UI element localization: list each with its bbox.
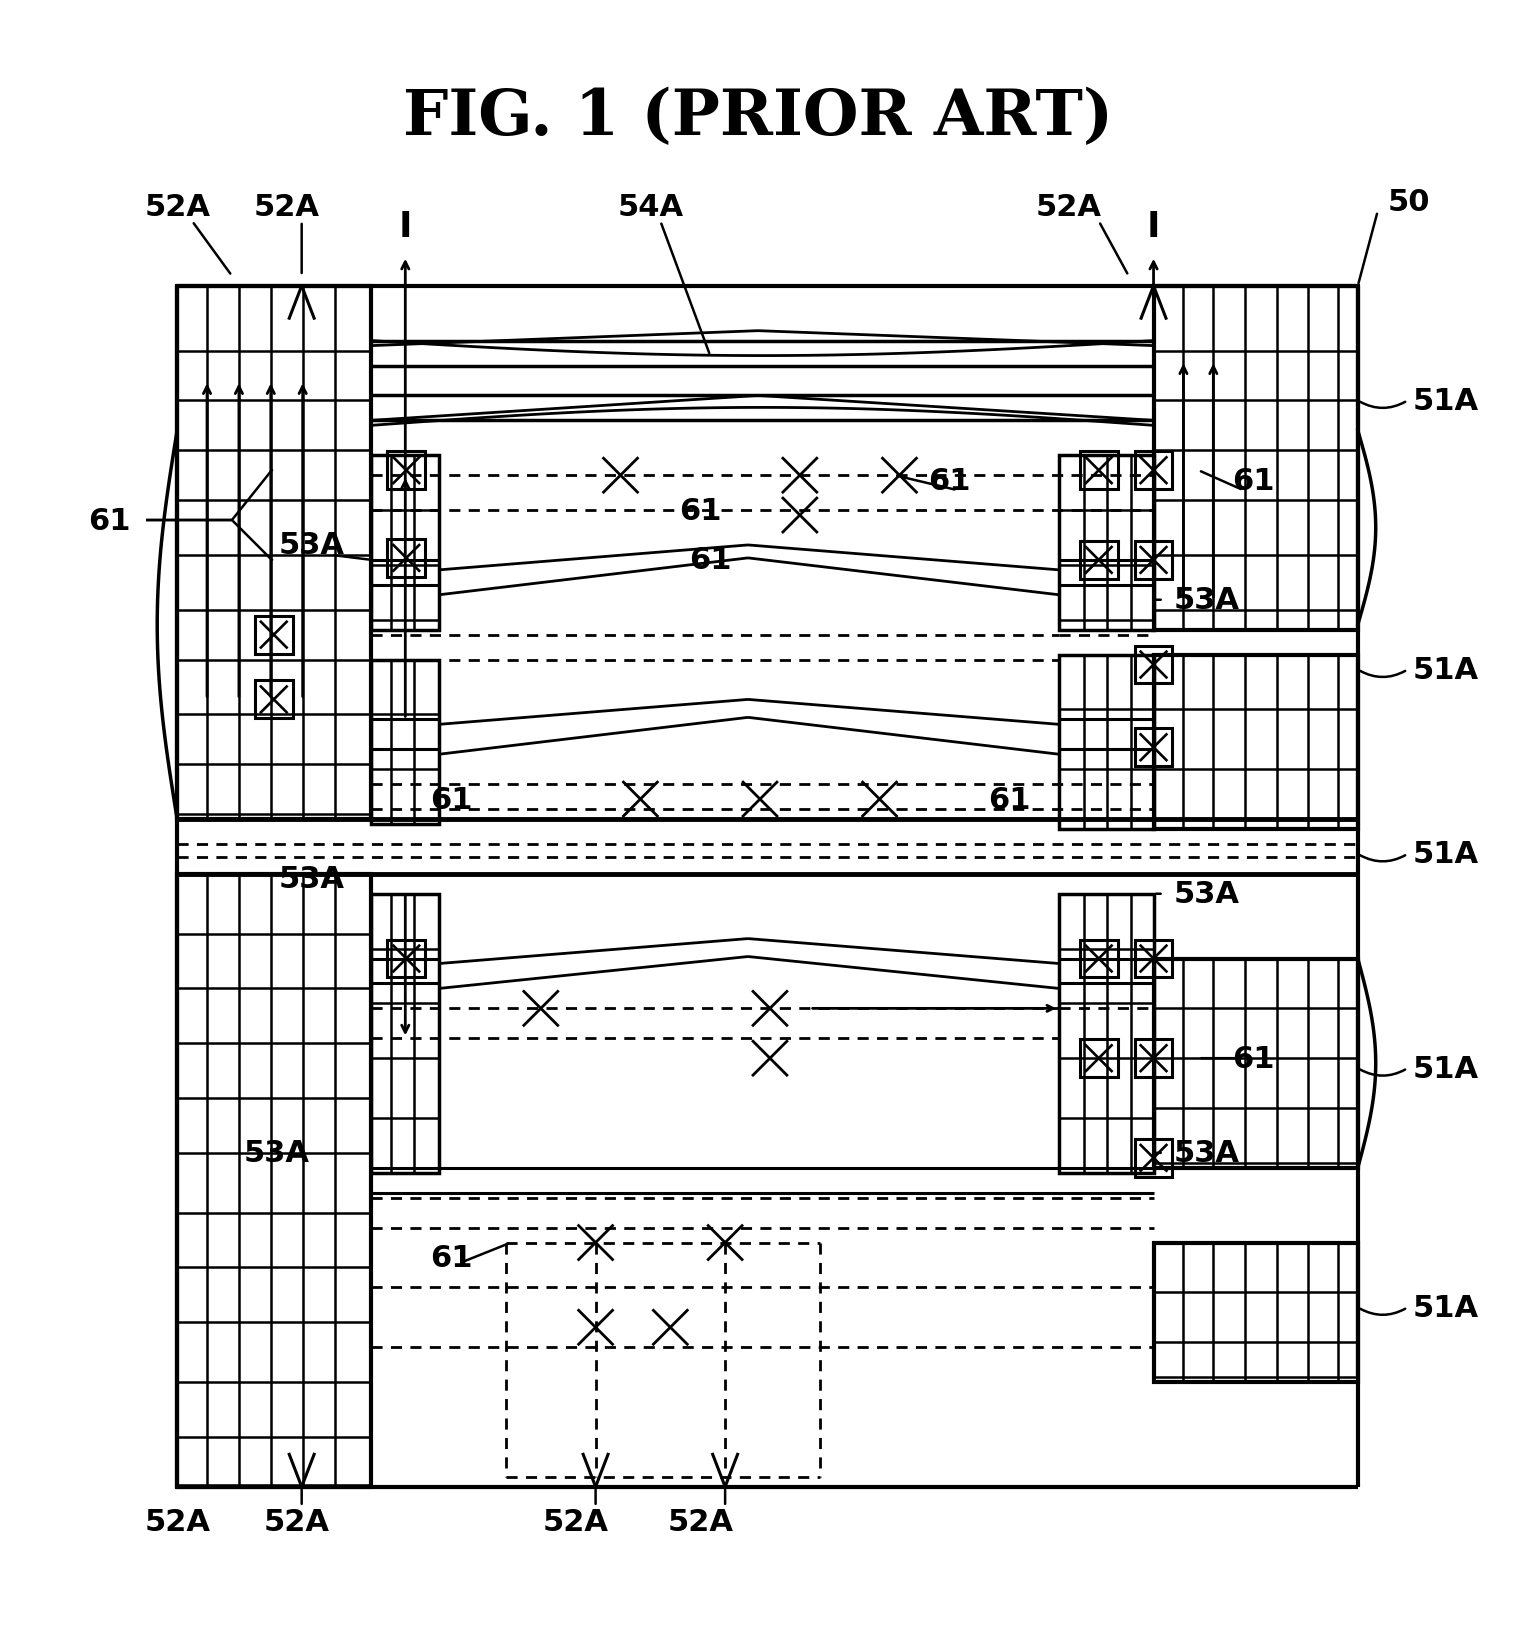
Bar (387, 941, 425, 978)
Bar (1135, 541, 1173, 580)
Bar (1135, 1139, 1173, 1177)
Text: 52A: 52A (144, 192, 211, 221)
Text: 50: 50 (1388, 187, 1431, 216)
Text: 61: 61 (928, 467, 971, 495)
Text: 51A: 51A (1412, 387, 1479, 416)
Text: 61: 61 (429, 785, 472, 815)
Text: 53A: 53A (279, 865, 344, 893)
Text: 61: 61 (1232, 467, 1274, 495)
Text: 53A: 53A (1174, 1139, 1239, 1167)
Text: I: I (399, 210, 413, 244)
Text: 51A: 51A (1412, 656, 1479, 685)
Text: I: I (1147, 210, 1161, 244)
Text: 51A: 51A (1412, 1293, 1479, 1323)
Text: 52A: 52A (667, 1508, 733, 1536)
Bar (1135, 1039, 1173, 1077)
Bar (387, 452, 425, 490)
Text: 51A: 51A (1412, 1054, 1479, 1083)
Bar (372, 661, 440, 824)
Text: 53A: 53A (1174, 585, 1239, 615)
Bar (372, 456, 440, 631)
Text: 53A: 53A (244, 1139, 309, 1167)
Text: 52A: 52A (1036, 192, 1101, 221)
Bar (1080, 1039, 1118, 1077)
Text: 52A: 52A (253, 192, 320, 221)
Bar (1059, 895, 1153, 1174)
Bar (1153, 656, 1358, 829)
Text: 61: 61 (689, 546, 731, 575)
Bar (1135, 646, 1173, 683)
Bar (1080, 541, 1118, 580)
Text: 61: 61 (680, 497, 722, 524)
Bar (1153, 959, 1358, 1169)
Bar (1059, 656, 1153, 829)
Bar (177, 874, 372, 1487)
Bar (255, 682, 293, 720)
Text: 52A: 52A (144, 1508, 211, 1536)
Bar (1135, 941, 1173, 978)
Bar (1080, 452, 1118, 490)
Bar (1153, 1242, 1358, 1382)
Text: 51A: 51A (1412, 839, 1479, 869)
Text: 61: 61 (88, 506, 130, 536)
Text: 61: 61 (1232, 1044, 1274, 1074)
Bar (1135, 729, 1173, 767)
Bar (1153, 287, 1358, 631)
Bar (177, 287, 372, 820)
Bar (1135, 452, 1173, 490)
Bar (387, 539, 425, 577)
Text: 53A: 53A (279, 531, 344, 561)
Text: 54A: 54A (617, 192, 684, 221)
Bar (255, 616, 293, 654)
Text: FIG. 1 (PRIOR ART): FIG. 1 (PRIOR ART) (404, 87, 1113, 149)
Text: 52A: 52A (264, 1508, 329, 1536)
Bar (1080, 941, 1118, 978)
Bar (372, 895, 440, 1174)
Bar (1059, 456, 1153, 631)
Text: 61: 61 (429, 1244, 472, 1272)
Text: 61: 61 (988, 785, 1030, 815)
Text: 53A: 53A (1174, 880, 1239, 908)
Text: 52A: 52A (543, 1508, 608, 1536)
